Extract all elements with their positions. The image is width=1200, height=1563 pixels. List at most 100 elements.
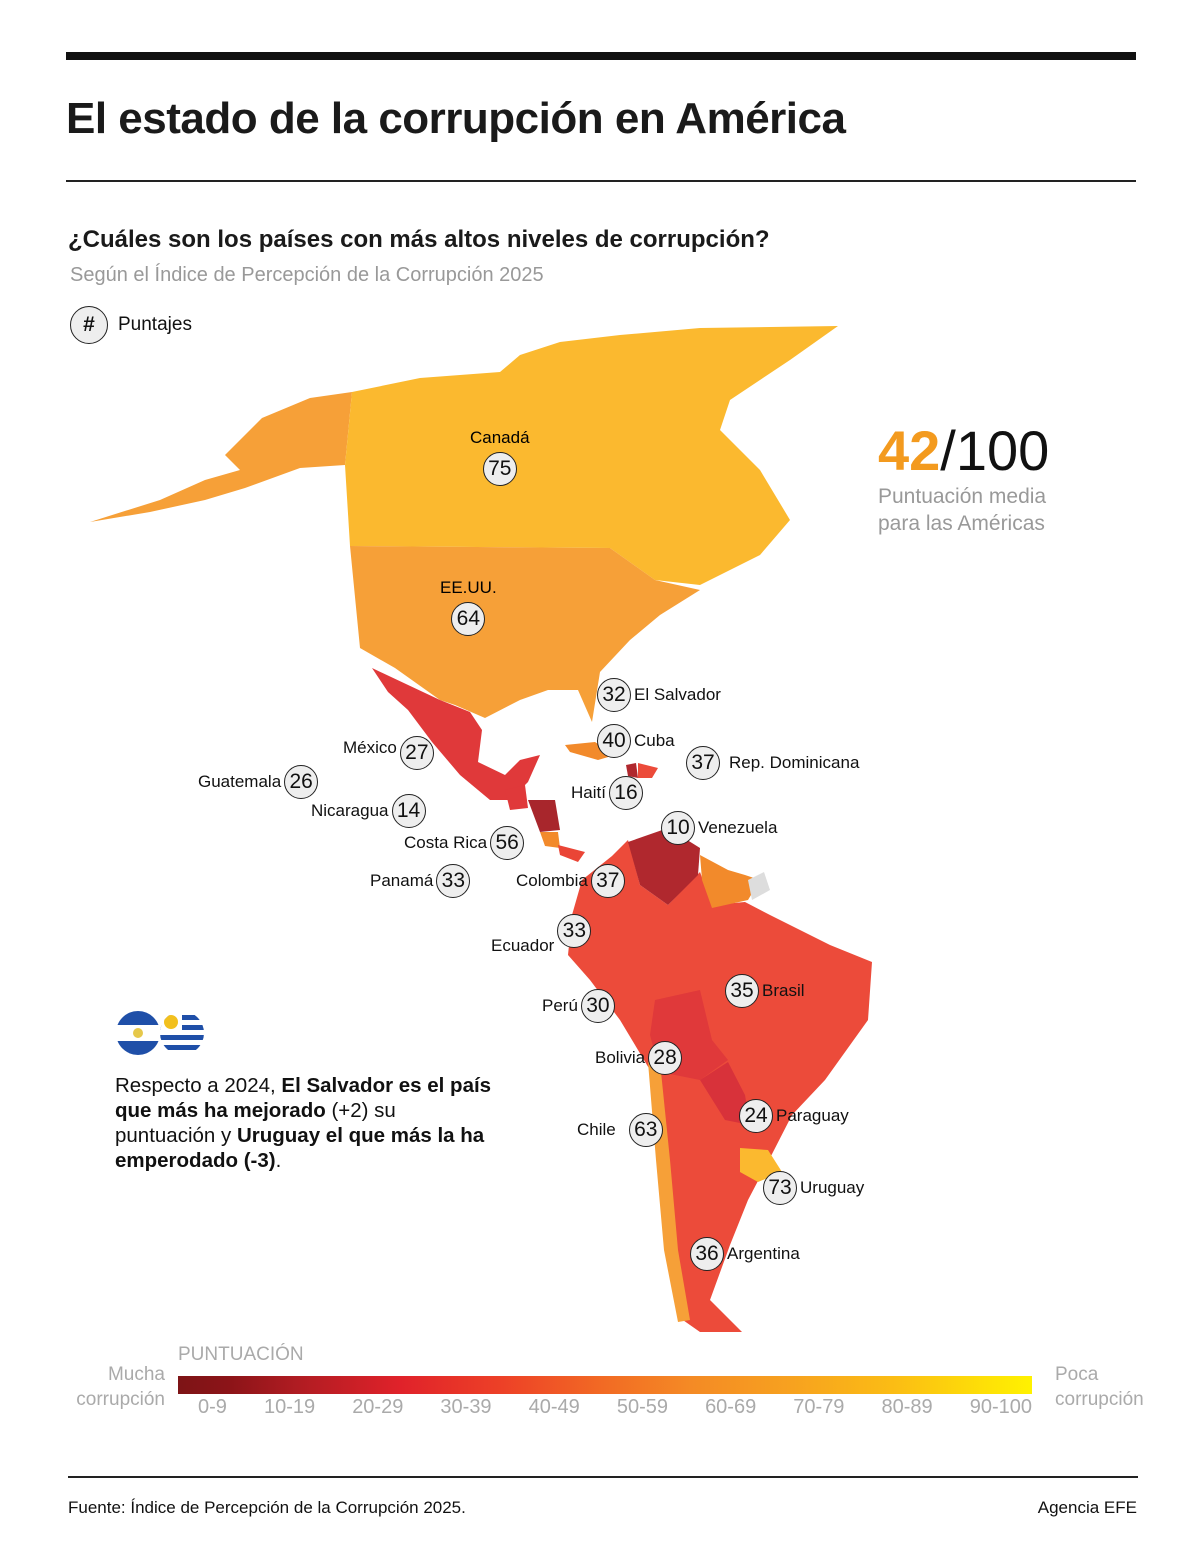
average-score-max: /100 [940, 419, 1050, 482]
region-panama [558, 845, 585, 862]
region-guianas [700, 855, 760, 908]
scale-right-label: Poca corrupción [1055, 1362, 1155, 1412]
region-dominican-republic [638, 763, 658, 778]
region-cuba [565, 742, 615, 760]
callout-cuba: 40 Cuba [597, 724, 675, 758]
note-part: (+2) su puntuación y [115, 1099, 396, 1147]
legend-key-label: Puntajes [118, 314, 192, 335]
average-label: Puntuación media [878, 485, 1047, 508]
country-label: El Salvador [634, 685, 721, 704]
score-bubble: 33 [436, 864, 471, 898]
region-paraguay [700, 1062, 750, 1125]
divider [68, 1476, 1138, 1478]
scale-ticks: 0-9 10-19 20-29 30-39 40-49 50-59 60-69 … [178, 1396, 1032, 1419]
callout-costa-rica: Costa Rica 56 [404, 826, 525, 860]
region-usa [350, 546, 700, 722]
average-label: para las Américas [878, 512, 1045, 535]
callout-peru: Perú 30 [542, 989, 615, 1023]
score-bubble: 36 [690, 1237, 724, 1271]
callout-dominican-republic: 37 Rep. Dominicana [686, 746, 859, 780]
score-bubble: 14 [391, 794, 426, 828]
score-bubble: 28 [648, 1041, 683, 1075]
score-bubble: 32 [597, 678, 631, 712]
country-label: Cuba [634, 731, 675, 750]
country-label: Ecuador [491, 936, 555, 955]
score-bubble: 24 [739, 1099, 773, 1133]
score-bubble: 26 [284, 765, 319, 799]
callout-haiti: Haití 16 [571, 776, 643, 810]
flags [116, 1011, 204, 1055]
callout-nicaragua: Nicaragua 14 [311, 794, 426, 828]
scale-tick: 80-89 [881, 1396, 933, 1418]
callout-mexico: México 27 [343, 736, 434, 770]
source-line: Según el Índice de Percepción de la Corr… [70, 264, 544, 286]
country-label: México [343, 738, 397, 757]
callout-uruguay: 73 Uruguay [763, 1171, 864, 1205]
country-label: Canadá [470, 428, 530, 447]
country-label: EE.UU. [440, 578, 497, 597]
country-label: Paraguay [776, 1106, 849, 1125]
region-french-guiana [748, 872, 770, 900]
top-bar [66, 52, 1136, 60]
score-bubble: 64 [451, 602, 486, 636]
score-bubble: 30 [580, 989, 615, 1023]
scale-tick: 30-39 [440, 1396, 492, 1418]
callout-canada: Canadá 75 [470, 428, 530, 486]
scale-tick: 0-9 [198, 1396, 227, 1418]
scale-title: PUNTUACIÓN [178, 1344, 304, 1365]
score-bubble: 27 [399, 736, 434, 770]
divider [66, 180, 1136, 182]
note-bold: Uruguay el que más la ha emperodado (-3) [115, 1124, 485, 1172]
region-nicaragua [528, 800, 560, 832]
legend-key: # Puntajes [70, 306, 192, 344]
scale-left-label: Mucha corrupción [76, 1364, 165, 1410]
country-label: Costa Rica [404, 833, 488, 852]
note-part: Respecto a 2024, [115, 1074, 282, 1097]
scale-tick: 50-59 [616, 1396, 668, 1418]
score-bubble: 56 [490, 826, 525, 860]
callout-paraguay: 24 Paraguay [739, 1099, 849, 1133]
average-score-value: 42 [878, 419, 941, 482]
average-score: 42/100 Puntuación media para las Américas [878, 418, 1078, 537]
callout-guatemala: Guatemala 26 [198, 765, 319, 799]
scale-tick: 10-19 [263, 1396, 316, 1418]
note-part: . [275, 1149, 282, 1172]
region-venezuela [628, 828, 700, 905]
country-label: Argentina [727, 1244, 800, 1263]
callout-bolivia: Bolivia 28 [595, 1041, 683, 1075]
score-bubble: 16 [608, 776, 643, 810]
score-bubble: 37 [590, 864, 625, 898]
country-label: Guatemala [198, 772, 282, 791]
note-text: Respecto a 2024, El Salvador es el país … [115, 1073, 495, 1173]
callout-panama: Panamá 33 [370, 864, 471, 898]
region-alaska [90, 392, 352, 522]
scale-tick: 60-69 [705, 1396, 757, 1418]
score-bubble: 35 [725, 974, 759, 1008]
footer-brand: Agencia EFE [1037, 1498, 1137, 1517]
uruguay-flag-icon [160, 1011, 204, 1055]
callout-argentina: 36 Argentina [690, 1237, 800, 1271]
color-scale-bar [178, 1376, 1032, 1394]
score-bubble: 37 [686, 746, 720, 780]
country-label: Brasil [762, 981, 805, 1000]
score-bubble: 40 [597, 724, 631, 758]
country-label: Rep. Dominicana [729, 753, 860, 772]
callout-usa: EE.UU. 64 [440, 578, 497, 636]
scale-tick: 40-49 [528, 1396, 580, 1418]
country-label: Colombia [516, 871, 588, 890]
region-haiti [626, 763, 638, 778]
note-bold: El Salvador es el país que más ha mejora… [115, 1074, 492, 1122]
score-bubble: 33 [557, 914, 592, 948]
country-label: Nicaragua [311, 801, 389, 820]
callout-brazil: 35 Brasil [725, 974, 805, 1008]
callout-venezuela: 10 Venezuela [661, 811, 777, 845]
country-label: Bolivia [595, 1048, 646, 1067]
country-label: Panamá [370, 871, 434, 890]
country-label: Perú [542, 996, 578, 1015]
callout-ecuador: Ecuador 33 [491, 906, 592, 956]
score-bubble: 75 [482, 452, 517, 486]
scale-tick: 20-29 [352, 1396, 404, 1418]
region-guatemala [505, 785, 528, 810]
footer-source: Fuente: Índice de Percepción de la Corru… [68, 1498, 466, 1517]
country-label: Uruguay [800, 1178, 865, 1197]
